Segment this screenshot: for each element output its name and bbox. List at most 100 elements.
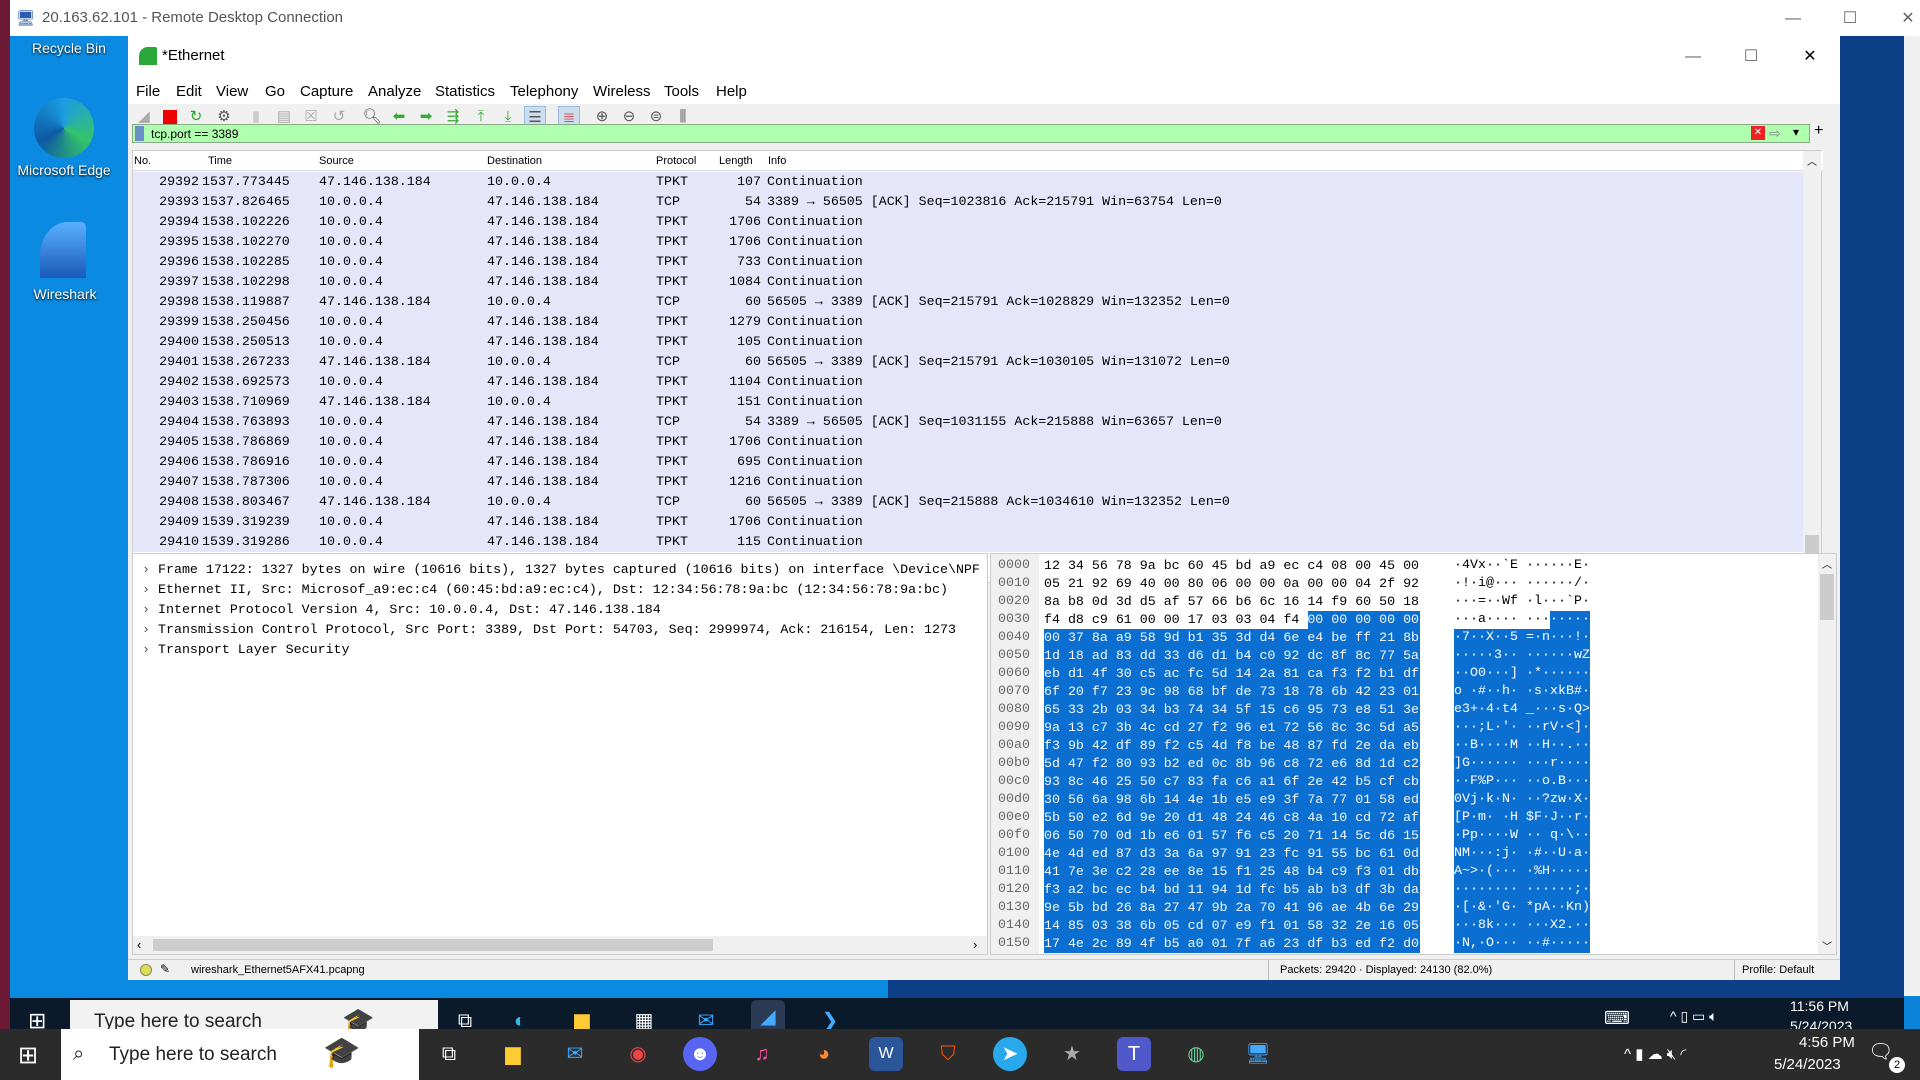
ascii-char[interactable]: [ bbox=[1454, 809, 1462, 827]
ascii-char[interactable]: · bbox=[1454, 557, 1462, 572]
detail-tree-item[interactable]: › Frame 17122: 1327 bytes on wire (10616 … bbox=[133, 562, 989, 582]
menu-view[interactable]: View bbox=[216, 83, 249, 100]
hex-bytes-line[interactable]: 12 34 56 78 9a bc 60 45 bd a9 ec c4 08 0… bbox=[1044, 558, 1420, 573]
ascii-char[interactable]: · bbox=[1542, 809, 1550, 827]
ascii-char[interactable]: · bbox=[1550, 629, 1558, 647]
task-view-icon[interactable]: ⧉ bbox=[457, 1010, 473, 1032]
ascii-char[interactable]: · bbox=[1494, 773, 1502, 791]
ascii-char[interactable]: · bbox=[1494, 791, 1502, 809]
hex-bytes-line[interactable]: 93 8c 46 25 50 c7 83 fa c6 a1 6f 2e 42 b… bbox=[1044, 774, 1420, 789]
scroll-down-icon[interactable]: ﹀ bbox=[1822, 942, 1832, 953]
packet-row[interactable]: 29392 1537.773445 47.146.138.184 10.0.0.4 TP… bbox=[133, 172, 1803, 192]
ascii-char[interactable]: · bbox=[1526, 683, 1534, 701]
hex-bytes-line[interactable]: eb d1 4f 30 c5 ac fc 5d 14 2a 81 ca f3 f… bbox=[1044, 666, 1420, 681]
expand-arrow-icon[interactable]: › bbox=[142, 622, 150, 637]
ascii-char[interactable]: · bbox=[1502, 935, 1510, 953]
packet-row[interactable]: 29400 1538.250513 10.0.0.4 47.146.138.184 TP… bbox=[133, 332, 1803, 352]
ascii-char[interactable]: A bbox=[1454, 863, 1462, 881]
profile[interactable]: Profile: Default bbox=[1742, 964, 1815, 976]
ascii-char[interactable]: · bbox=[1526, 935, 1534, 953]
go-back-icon[interactable]: ⬅ bbox=[392, 108, 406, 125]
ascii-char[interactable]: · bbox=[1470, 809, 1478, 827]
ascii-char[interactable]: · bbox=[1558, 665, 1566, 683]
menu-capture[interactable]: Capture bbox=[300, 83, 354, 100]
ascii-char[interactable]: G bbox=[1502, 899, 1510, 917]
ascii-char[interactable]: · bbox=[1502, 629, 1510, 647]
remote-desktop-icon[interactable]: 🖥 bbox=[1245, 1043, 1271, 1065]
ascii-char[interactable]: · bbox=[1566, 701, 1574, 719]
ascii-char[interactable]: N bbox=[1462, 935, 1470, 953]
ascii-char[interactable]: ; bbox=[1478, 719, 1486, 737]
packet-row[interactable]: 29410 1539.319286 10.0.0.4 47.146.138.184 TP… bbox=[133, 532, 1803, 552]
ascii-char[interactable]: · bbox=[1494, 881, 1502, 899]
ascii-char[interactable]: F bbox=[1534, 809, 1542, 827]
ascii-char[interactable]: / bbox=[1574, 575, 1582, 590]
ascii-char[interactable]: M bbox=[1462, 845, 1470, 863]
ascii-char[interactable]: · bbox=[1494, 665, 1502, 683]
ascii-char[interactable]: · bbox=[1510, 881, 1526, 899]
ascii-char[interactable]: · bbox=[1462, 737, 1470, 755]
ascii-char[interactable]: 5 bbox=[1510, 629, 1526, 647]
ascii-char[interactable]: % bbox=[1534, 863, 1542, 881]
chrome-icon[interactable]: ◉ bbox=[629, 1043, 647, 1065]
ascii-char[interactable]: Z bbox=[1582, 647, 1590, 665]
capture-options-icon[interactable]: ⚙ bbox=[217, 108, 231, 125]
ascii-char[interactable]: P bbox=[1462, 809, 1470, 827]
ascii-char[interactable]: · bbox=[1454, 899, 1462, 917]
ascii-char[interactable] bbox=[1542, 827, 1550, 845]
expand-arrow-icon[interactable]: › bbox=[142, 642, 150, 657]
detail-tree-item[interactable]: › Transport Layer Security bbox=[133, 642, 989, 662]
ascii-char[interactable]: · bbox=[1454, 917, 1462, 935]
go-to-packet-icon[interactable]: ⇶ bbox=[446, 108, 460, 125]
ascii-char[interactable]: · bbox=[1510, 863, 1526, 881]
packet-row[interactable]: 29403 1538.710969 47.146.138.184 10.0.0.4 TP… bbox=[133, 392, 1803, 412]
ascii-char[interactable]: · bbox=[1502, 647, 1510, 665]
ascii-char[interactable]: · bbox=[1534, 935, 1542, 953]
ascii-char[interactable]: * bbox=[1534, 665, 1542, 683]
ascii-char[interactable]: n bbox=[1542, 629, 1550, 647]
ascii-char[interactable]: · bbox=[1526, 773, 1534, 791]
hex-bytes-line[interactable]: 9a 13 c7 3b 4c cd 27 f2 96 e1 72 56 8c 3… bbox=[1044, 720, 1420, 735]
packet-row[interactable]: 29399 1538.250456 10.0.0.4 47.146.138.184 TP… bbox=[133, 312, 1803, 332]
ascii-char[interactable]: t bbox=[1502, 701, 1510, 719]
ascii-char[interactable]: · bbox=[1534, 755, 1542, 773]
ascii-char[interactable]: , bbox=[1470, 935, 1478, 953]
ascii-char[interactable]: · bbox=[1470, 881, 1478, 899]
ascii-char[interactable]: · bbox=[1534, 719, 1542, 737]
ascii-char[interactable]: > bbox=[1582, 701, 1590, 719]
ascii-char[interactable]: · bbox=[1526, 755, 1534, 773]
ascii-char[interactable]: · bbox=[1558, 611, 1566, 629]
open-file-icon[interactable]: ▤ bbox=[276, 108, 292, 125]
ascii-char[interactable]: · bbox=[1582, 845, 1590, 863]
ascii-char[interactable]: · bbox=[1542, 611, 1550, 626]
ascii-char[interactable]: · bbox=[1470, 719, 1478, 737]
scrollbar-thumb[interactable] bbox=[1820, 574, 1834, 620]
menu-edit[interactable]: Edit bbox=[176, 83, 202, 100]
ascii-char[interactable]: · bbox=[1510, 611, 1518, 626]
clock-date[interactable]: 5/24/2023 bbox=[1774, 1056, 1841, 1073]
ascii-char[interactable]: · bbox=[1462, 647, 1470, 665]
mail-icon[interactable]: ✉ bbox=[697, 1010, 715, 1032]
ascii-char[interactable]: · bbox=[1470, 683, 1478, 701]
ascii-char[interactable]: · bbox=[1574, 773, 1582, 791]
hex-bytes-line[interactable]: 65 33 2b 03 34 b3 74 34 5f 15 c6 95 73 e… bbox=[1044, 702, 1420, 717]
ascii-char[interactable]: · bbox=[1526, 827, 1534, 845]
packet-row[interactable]: 29405 1538.786869 10.0.0.4 47.146.138.184 TP… bbox=[133, 432, 1803, 452]
ascii-char[interactable]: p bbox=[1534, 899, 1542, 917]
ascii-char[interactable]: 3 bbox=[1462, 701, 1470, 719]
ascii-char[interactable]: · bbox=[1462, 719, 1470, 737]
ascii-char[interactable]: a bbox=[1574, 845, 1582, 863]
menu-statistics[interactable]: Statistics bbox=[435, 83, 496, 100]
ascii-char[interactable]: · bbox=[1550, 665, 1558, 683]
ascii-char[interactable]: · bbox=[1470, 611, 1478, 626]
ascii-char[interactable]: · bbox=[1558, 557, 1566, 572]
ascii-char[interactable]: & bbox=[1478, 899, 1486, 917]
ascii-char[interactable]: @ bbox=[1486, 575, 1494, 590]
ascii-char[interactable]: . bbox=[1566, 917, 1574, 935]
ascii-char[interactable]: · bbox=[1454, 719, 1462, 737]
ascii-char[interactable]: · bbox=[1494, 557, 1502, 572]
ascii-char[interactable]: · bbox=[1470, 899, 1478, 917]
ascii-char[interactable]: · bbox=[1510, 647, 1526, 665]
maximize-button[interactable]: ☐ bbox=[1743, 48, 1759, 65]
ascii-char[interactable]: · bbox=[1558, 881, 1566, 899]
